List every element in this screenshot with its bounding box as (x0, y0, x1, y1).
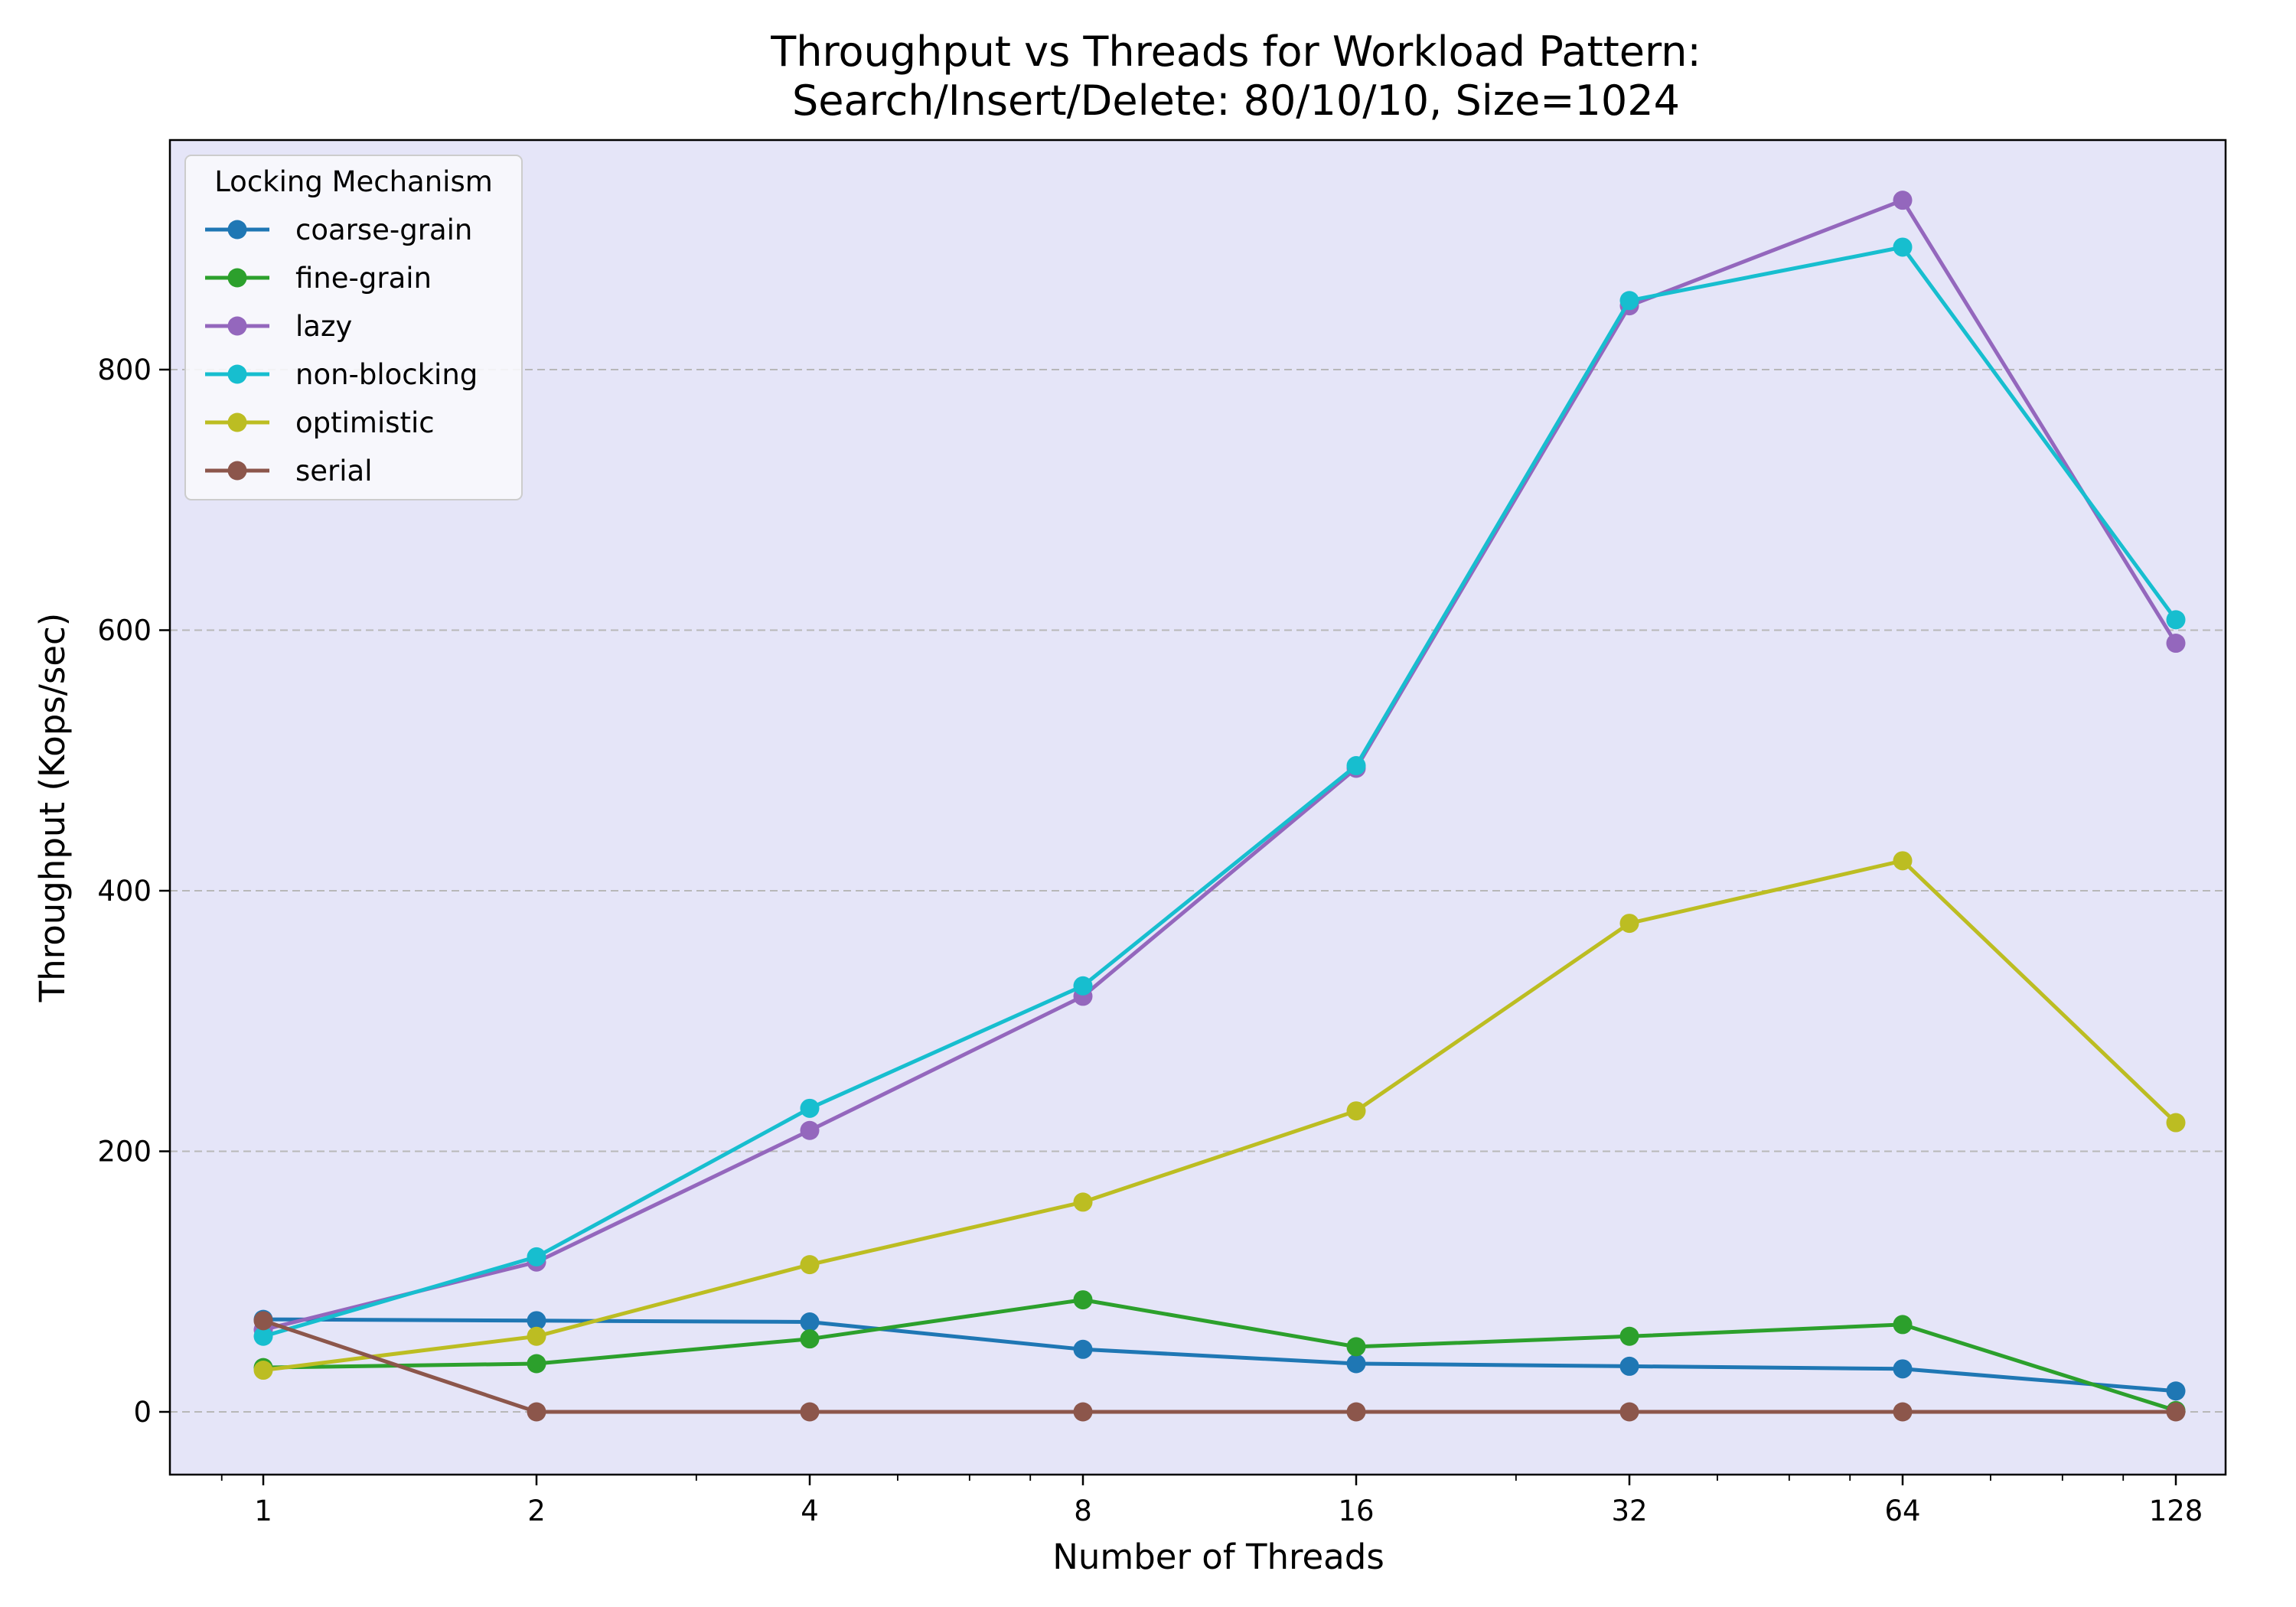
data-point-serial (2166, 1402, 2186, 1422)
legend-item-lazy: lazy (205, 310, 352, 343)
data-point-fine-grain (1346, 1337, 1366, 1357)
data-point-serial (1073, 1402, 1093, 1422)
data-point-non-blocking (800, 1098, 820, 1118)
data-point-optimistic (253, 1361, 273, 1380)
legend-item-fine-grain: fine-grain (205, 262, 432, 295)
series-line-serial (263, 1319, 2176, 1414)
data-point-lazy (1893, 191, 1913, 210)
x-tick-label: 2 (527, 1495, 546, 1527)
data-point-fine-grain (527, 1354, 546, 1374)
series-line-coarse-grain (263, 1317, 2177, 1393)
data-point-fine-grain (1893, 1315, 1913, 1335)
legend-marker-non-blocking (227, 364, 247, 384)
data-point-serial (1893, 1402, 1913, 1422)
data-point-fine-grain (1073, 1290, 1093, 1310)
y-tick-label: 800 (97, 354, 152, 386)
data-point-non-blocking (1073, 976, 1093, 996)
legend-marker-lazy (227, 316, 247, 336)
x-tick-label: 32 (1611, 1495, 1647, 1527)
series-line-lazy (263, 198, 2178, 1332)
y-tick-label: 0 (133, 1396, 152, 1429)
series-layer (253, 191, 2186, 1422)
y-tick-label: 600 (97, 614, 152, 647)
data-point-optimistic (527, 1326, 546, 1346)
data-point-coarse-grain (2166, 1381, 2186, 1401)
legend: Locking Mechanism coarse-grain fine-grain… (184, 155, 523, 500)
y-tick-label: 400 (97, 875, 152, 908)
data-point-serial (253, 1311, 273, 1331)
data-point-non-blocking (1893, 237, 1913, 257)
x-tick-label: 16 (1338, 1495, 1374, 1527)
legend-box (184, 155, 523, 500)
chart-title-line2: Search/Insert/Delete: 80/10/10, Size=102… (792, 77, 1680, 125)
legend-label-lazy: lazy (295, 310, 352, 343)
x-tick-label: 1 (254, 1495, 272, 1527)
legend-marker-serial (227, 461, 247, 481)
legend-item-non-blocking: non-blocking (205, 358, 478, 391)
legend-label-optimistic: optimistic (295, 406, 435, 439)
data-point-non-blocking (253, 1326, 273, 1346)
data-point-serial (527, 1402, 546, 1422)
legend-title: Locking Mechanism (214, 165, 493, 198)
legend-items: coarse-grain fine-grain lazy non-blocking op… (205, 214, 478, 487)
x-tick-label: 8 (1074, 1495, 1092, 1527)
y-axis-label: Throughput (Kops/sec) (32, 613, 73, 1003)
legend-label-serial: serial (295, 455, 373, 487)
data-point-optimistic (2166, 1113, 2186, 1133)
series-line-optimistic (263, 859, 2177, 1372)
legend-label-coarse-grain: coarse-grain (295, 214, 472, 246)
data-point-optimistic (1619, 914, 1639, 934)
data-point-optimistic (800, 1255, 820, 1275)
series-serial (253, 1311, 2186, 1422)
legend-marker-fine-grain (227, 268, 247, 288)
data-point-coarse-grain (800, 1312, 820, 1332)
series-non-blocking (253, 237, 2186, 1346)
data-point-non-blocking (1619, 291, 1639, 311)
data-point-serial (1619, 1402, 1639, 1422)
data-point-non-blocking (2166, 610, 2186, 630)
data-point-optimistic (1073, 1192, 1093, 1212)
chart-title-line1: Throughput vs Threads for Workload Patte… (770, 28, 1701, 76)
data-point-lazy (800, 1120, 820, 1140)
legend-item-optimistic: optimistic (205, 406, 435, 439)
legend-marker-optimistic (227, 412, 247, 432)
data-point-coarse-grain (1619, 1356, 1639, 1376)
legend-label-non-blocking: non-blocking (295, 358, 478, 391)
data-point-non-blocking (527, 1247, 546, 1266)
data-point-coarse-grain (1346, 1354, 1366, 1374)
data-point-coarse-grain (1073, 1339, 1093, 1359)
legend-marker-coarse-grain (227, 220, 247, 240)
y-tick-label: 200 (97, 1136, 152, 1169)
data-point-serial (1346, 1402, 1366, 1422)
series-optimistic (253, 851, 2186, 1380)
series-line-non-blocking (263, 245, 2178, 1338)
x-tick-label: 64 (1884, 1495, 1920, 1527)
data-point-optimistic (1893, 851, 1913, 871)
data-point-fine-grain (800, 1329, 820, 1349)
data-point-coarse-grain (1893, 1359, 1913, 1379)
x-axis-ticks: 1 2 4 8 16 32 64 128 (220, 1475, 2203, 1527)
y-axis-ticks: 0 200 400 600 800 (97, 354, 170, 1429)
data-point-fine-grain (1619, 1326, 1639, 1346)
data-point-optimistic (1346, 1101, 1366, 1121)
series-line-fine-grain (263, 1298, 2177, 1413)
legend-item-serial: serial (205, 455, 373, 487)
legend-label-fine-grain: fine-grain (295, 262, 432, 295)
data-point-serial (800, 1402, 820, 1422)
x-tick-label: 128 (2149, 1495, 2203, 1527)
x-axis-label: Number of Threads (1052, 1537, 1384, 1577)
data-point-non-blocking (1346, 756, 1366, 776)
series-coarse-grain (253, 1309, 2186, 1401)
plot-frame (168, 139, 2227, 1476)
data-point-lazy (2166, 634, 2186, 654)
data-point-coarse-grain (527, 1311, 546, 1331)
legend-item-coarse-grain: coarse-grain (205, 214, 472, 246)
x-tick-label: 4 (801, 1495, 819, 1527)
